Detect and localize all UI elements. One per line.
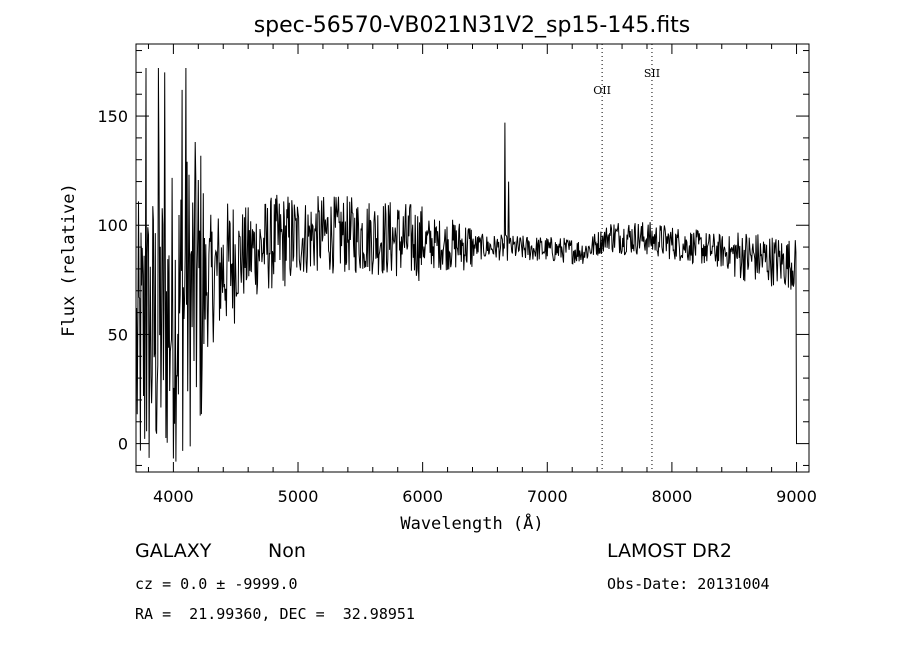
x-tick-label: 4000 [153,487,194,506]
x-tick-label: 7000 [527,487,568,506]
x-tick-label: 5000 [278,487,319,506]
spectrum-trace [136,67,797,462]
obs-date: Obs-Date: 20131004 [607,575,770,593]
spectral-line-markers: OII SII [593,44,660,472]
object-class: GALAXY [135,540,212,562]
spectral-line-label: SII [644,67,660,80]
y-axis-label: Flux (relative) [59,183,79,337]
redshift-readout: cz = 0.0 ± -9999.0 [135,575,298,593]
spectral-line-label: OII [593,84,611,97]
x-axis-label: Wavelength (Å) [400,512,543,534]
y-tick-label: 100 [97,216,128,235]
x-tick-label: 8000 [652,487,693,506]
y-tick-label: 150 [97,107,128,126]
coordinates: RA = 21.99360, DEC = 32.98951 [135,605,415,623]
y-tick-label: 50 [108,325,128,344]
survey-name: LAMOST DR2 [607,540,732,562]
x-tick-label: 9000 [776,487,817,506]
chart-title: spec-56570-VB021N31V2_sp15-145.fits [254,13,691,38]
object-subclass: Non [268,540,306,562]
axes: 4000 5000 6000 7000 8000 9000 0 50 100 150 [97,43,817,506]
x-tick-label: 6000 [402,487,443,506]
spectrum-line [136,67,797,462]
y-tick-label: 0 [118,435,128,454]
